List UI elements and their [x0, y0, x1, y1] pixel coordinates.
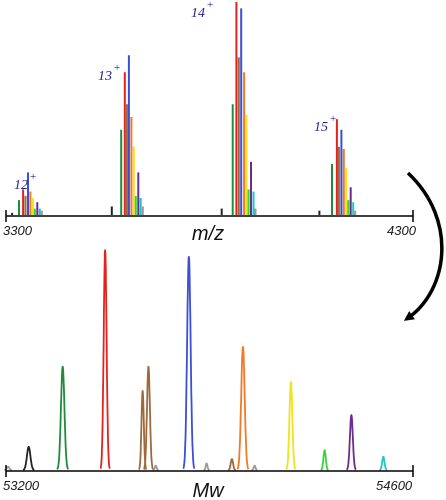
charge-13-number: 13 — [98, 69, 112, 84]
mw-peak-2 — [56, 365, 69, 471]
charge-12-number: 12 — [14, 178, 28, 193]
mz-axis-label: m/z — [192, 223, 224, 245]
charge-label-13: 13 + — [98, 62, 120, 84]
mw-tick-min: 53200 — [3, 478, 40, 493]
mw-peak-10 — [236, 346, 250, 470]
mw-peak-1 — [22, 445, 35, 471]
mw-peak-15 — [378, 455, 388, 471]
mw-peak-9 — [227, 458, 237, 471]
mw-peak-5 — [143, 365, 154, 471]
charge-label-14: 14 + — [191, 0, 213, 21]
charge-13-plus: + — [114, 62, 120, 74]
mw-peak-6 — [182, 255, 196, 470]
charge-14-plus: + — [207, 0, 213, 11]
charge-15-number: 15 — [314, 120, 328, 135]
charge-label-12: 12 + — [14, 171, 36, 193]
mw-peak-12 — [285, 381, 297, 471]
mw-axis-label: Mw — [192, 480, 225, 500]
mz-spectrum-panel: 3300 4300 m/z 12 + 13 + 14 + 15 + — [3, 0, 417, 245]
charge-15-plus: + — [330, 113, 336, 125]
mz-tick-max: 4300 — [387, 223, 417, 238]
mw-peak-8 — [202, 462, 211, 471]
charge-12-plus: + — [30, 171, 36, 183]
deconvolution-arrow-icon — [403, 171, 444, 321]
mw-peak-11 — [250, 464, 259, 471]
charge-label-15: 15 + — [314, 113, 336, 135]
mw-peak-13 — [320, 449, 330, 471]
mw-peak-14 — [345, 414, 357, 471]
mw-peak-curves — [3, 249, 388, 471]
charge-14-number: 14 — [191, 6, 205, 21]
mw-peak-7 — [152, 464, 160, 471]
mw-peak-3 — [99, 249, 111, 470]
mw-tick-max: 54600 — [376, 478, 413, 493]
mz-tick-min: 3300 — [3, 223, 33, 238]
mz-peak-bars — [11, 2, 357, 215]
mw-spectrum-panel: 53200 54600 Mw — [3, 249, 414, 500]
